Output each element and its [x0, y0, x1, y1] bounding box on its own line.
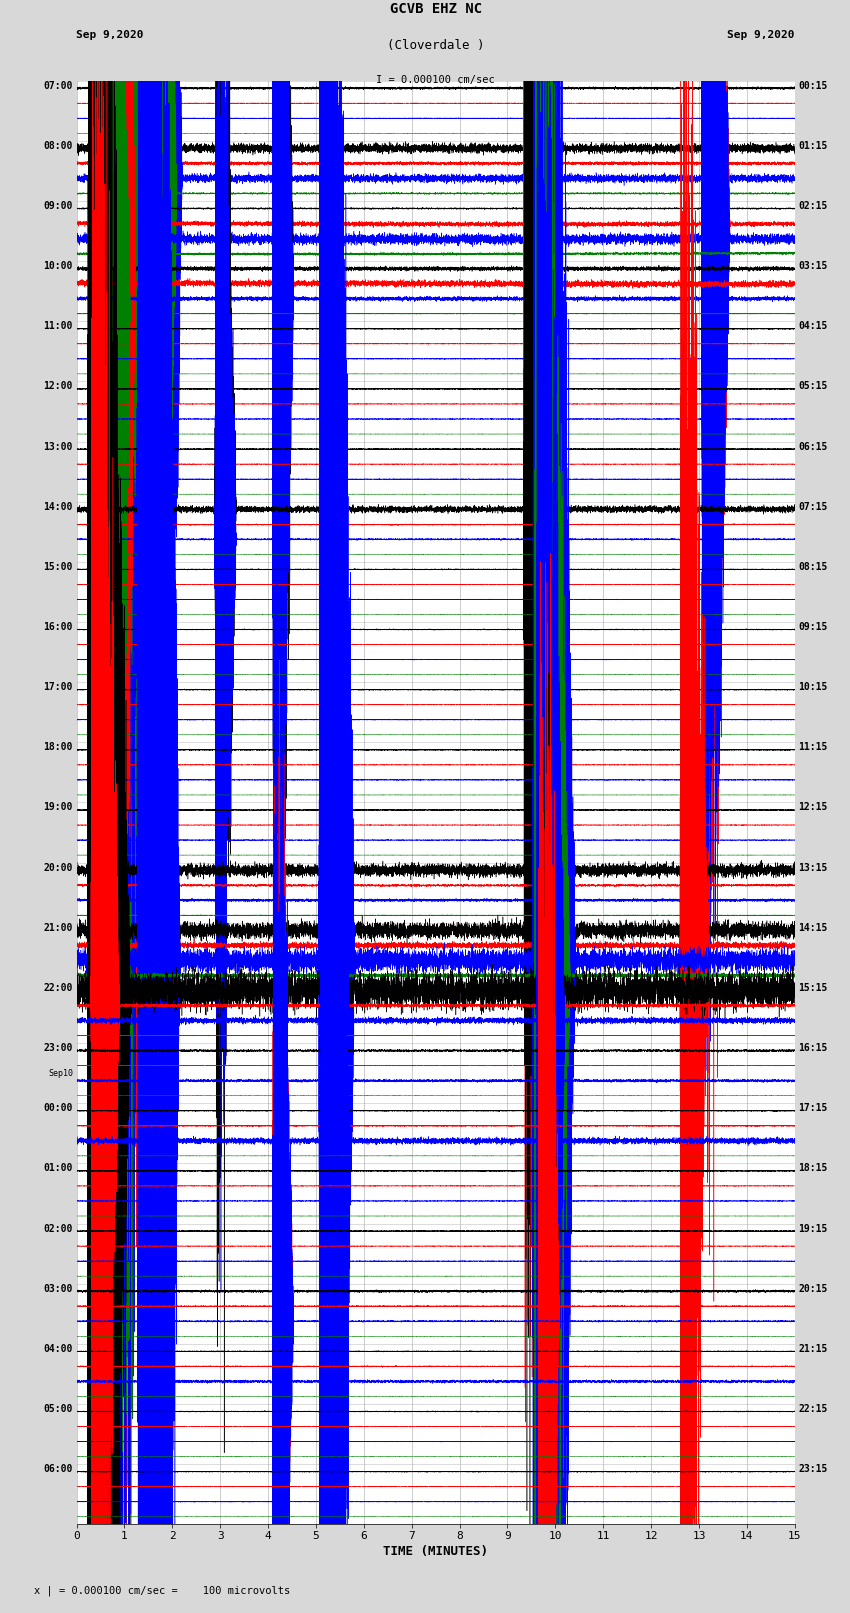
Text: 13:00: 13:00 [43, 442, 73, 452]
Text: GCVB EHZ NC: GCVB EHZ NC [389, 2, 482, 16]
Text: 17:00: 17:00 [43, 682, 73, 692]
Text: 01:15: 01:15 [798, 140, 828, 150]
Text: (Cloverdale ): (Cloverdale ) [387, 39, 484, 52]
Text: 03:00: 03:00 [43, 1284, 73, 1294]
Text: 02:15: 02:15 [798, 202, 828, 211]
Text: 20:00: 20:00 [43, 863, 73, 873]
Text: 22:15: 22:15 [798, 1403, 828, 1415]
Text: 00:00: 00:00 [43, 1103, 73, 1113]
Text: 10:00: 10:00 [43, 261, 73, 271]
Text: 15:00: 15:00 [43, 561, 73, 573]
Text: 05:00: 05:00 [43, 1403, 73, 1415]
Text: I = 0.000100 cm/sec: I = 0.000100 cm/sec [377, 74, 495, 85]
Text: 07:00: 07:00 [43, 81, 73, 90]
Text: 06:15: 06:15 [798, 442, 828, 452]
Text: 11:15: 11:15 [798, 742, 828, 752]
Text: 10:15: 10:15 [798, 682, 828, 692]
Text: 19:00: 19:00 [43, 802, 73, 813]
Text: 18:00: 18:00 [43, 742, 73, 752]
Text: 16:00: 16:00 [43, 623, 73, 632]
Text: 00:15: 00:15 [798, 81, 828, 90]
Text: 20:15: 20:15 [798, 1284, 828, 1294]
Text: 21:00: 21:00 [43, 923, 73, 932]
Text: 14:00: 14:00 [43, 502, 73, 511]
Text: x | = 0.000100 cm/sec =    100 microvolts: x | = 0.000100 cm/sec = 100 microvolts [34, 1586, 290, 1597]
Text: 12:15: 12:15 [798, 802, 828, 813]
Text: Sep10: Sep10 [48, 1069, 73, 1077]
Text: 04:00: 04:00 [43, 1344, 73, 1353]
Text: 09:00: 09:00 [43, 202, 73, 211]
Text: 08:00: 08:00 [43, 140, 73, 150]
Text: 05:15: 05:15 [798, 381, 828, 392]
Text: Sep 9,2020: Sep 9,2020 [728, 31, 795, 40]
Text: 04:15: 04:15 [798, 321, 828, 331]
Text: 16:15: 16:15 [798, 1044, 828, 1053]
Text: 07:15: 07:15 [798, 502, 828, 511]
Text: 01:00: 01:00 [43, 1163, 73, 1173]
Text: 23:00: 23:00 [43, 1044, 73, 1053]
Text: 23:15: 23:15 [798, 1465, 828, 1474]
Text: 21:15: 21:15 [798, 1344, 828, 1353]
Text: 14:15: 14:15 [798, 923, 828, 932]
X-axis label: TIME (MINUTES): TIME (MINUTES) [383, 1545, 488, 1558]
Text: 13:15: 13:15 [798, 863, 828, 873]
Text: 08:15: 08:15 [798, 561, 828, 573]
Text: 11:00: 11:00 [43, 321, 73, 331]
Text: 18:15: 18:15 [798, 1163, 828, 1173]
Text: 06:00: 06:00 [43, 1465, 73, 1474]
Text: Sep 9,2020: Sep 9,2020 [76, 31, 144, 40]
Text: 15:15: 15:15 [798, 982, 828, 994]
Text: 09:15: 09:15 [798, 623, 828, 632]
Text: 17:15: 17:15 [798, 1103, 828, 1113]
Text: 12:00: 12:00 [43, 381, 73, 392]
Text: 03:15: 03:15 [798, 261, 828, 271]
Text: 22:00: 22:00 [43, 982, 73, 994]
Text: 02:00: 02:00 [43, 1224, 73, 1234]
Text: 19:15: 19:15 [798, 1224, 828, 1234]
